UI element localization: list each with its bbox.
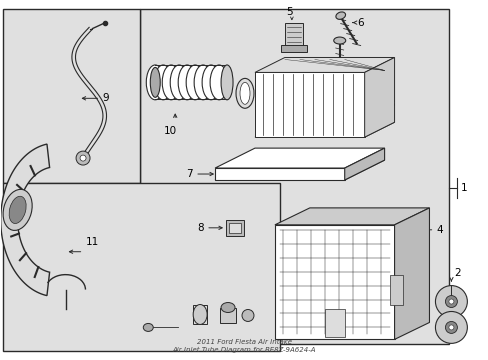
Polygon shape [215,160,384,180]
Polygon shape [344,148,384,180]
Circle shape [242,310,253,321]
Text: 2: 2 [453,267,460,278]
Polygon shape [254,58,394,72]
Ellipse shape [143,323,153,332]
Text: 6: 6 [357,18,364,28]
Ellipse shape [194,65,212,100]
Ellipse shape [3,189,32,230]
Text: 4: 4 [436,225,442,235]
Ellipse shape [150,67,160,97]
Text: 10: 10 [163,126,177,136]
Ellipse shape [154,65,172,100]
Ellipse shape [221,65,233,100]
Polygon shape [254,122,394,137]
Ellipse shape [186,65,203,100]
Polygon shape [254,72,364,137]
Text: 11: 11 [85,237,99,247]
Polygon shape [394,208,428,339]
Ellipse shape [146,65,164,100]
Ellipse shape [178,65,196,100]
Polygon shape [389,275,402,305]
Ellipse shape [193,305,207,324]
Ellipse shape [162,65,180,100]
Ellipse shape [240,82,249,104]
Bar [280,45,306,53]
Bar [140,9,448,345]
Bar [193,305,207,324]
Bar [274,225,394,339]
Bar [225,220,244,236]
Bar [2,183,279,351]
Ellipse shape [333,37,345,44]
Circle shape [80,155,86,161]
Ellipse shape [236,78,253,108]
Polygon shape [215,168,344,180]
Ellipse shape [9,196,26,224]
Ellipse shape [202,65,220,100]
Circle shape [76,151,90,165]
Bar [285,23,302,50]
Circle shape [448,325,453,330]
Bar [220,307,236,323]
Text: 2011 Ford Fiesta Air Intake
Air Inlet Tube Diagram for BE8Z-9A624-A: 2011 Ford Fiesta Air Intake Air Inlet Tu… [172,339,315,353]
Polygon shape [274,208,428,225]
Circle shape [435,285,467,318]
Bar [2,9,140,183]
Ellipse shape [221,302,235,312]
Circle shape [448,299,453,304]
Text: 9: 9 [102,93,109,103]
Text: 7: 7 [186,169,193,179]
Polygon shape [215,148,384,168]
Circle shape [435,311,467,343]
Ellipse shape [170,65,188,100]
Text: 1: 1 [459,183,466,193]
Ellipse shape [335,12,345,19]
Circle shape [445,296,456,307]
Text: 3: 3 [388,99,394,109]
Ellipse shape [210,65,227,100]
Bar [324,310,344,337]
Text: 8: 8 [197,223,203,233]
Text: 5: 5 [286,6,293,17]
Circle shape [445,321,456,333]
Bar [228,223,241,233]
Polygon shape [364,58,394,137]
Polygon shape [0,144,49,296]
